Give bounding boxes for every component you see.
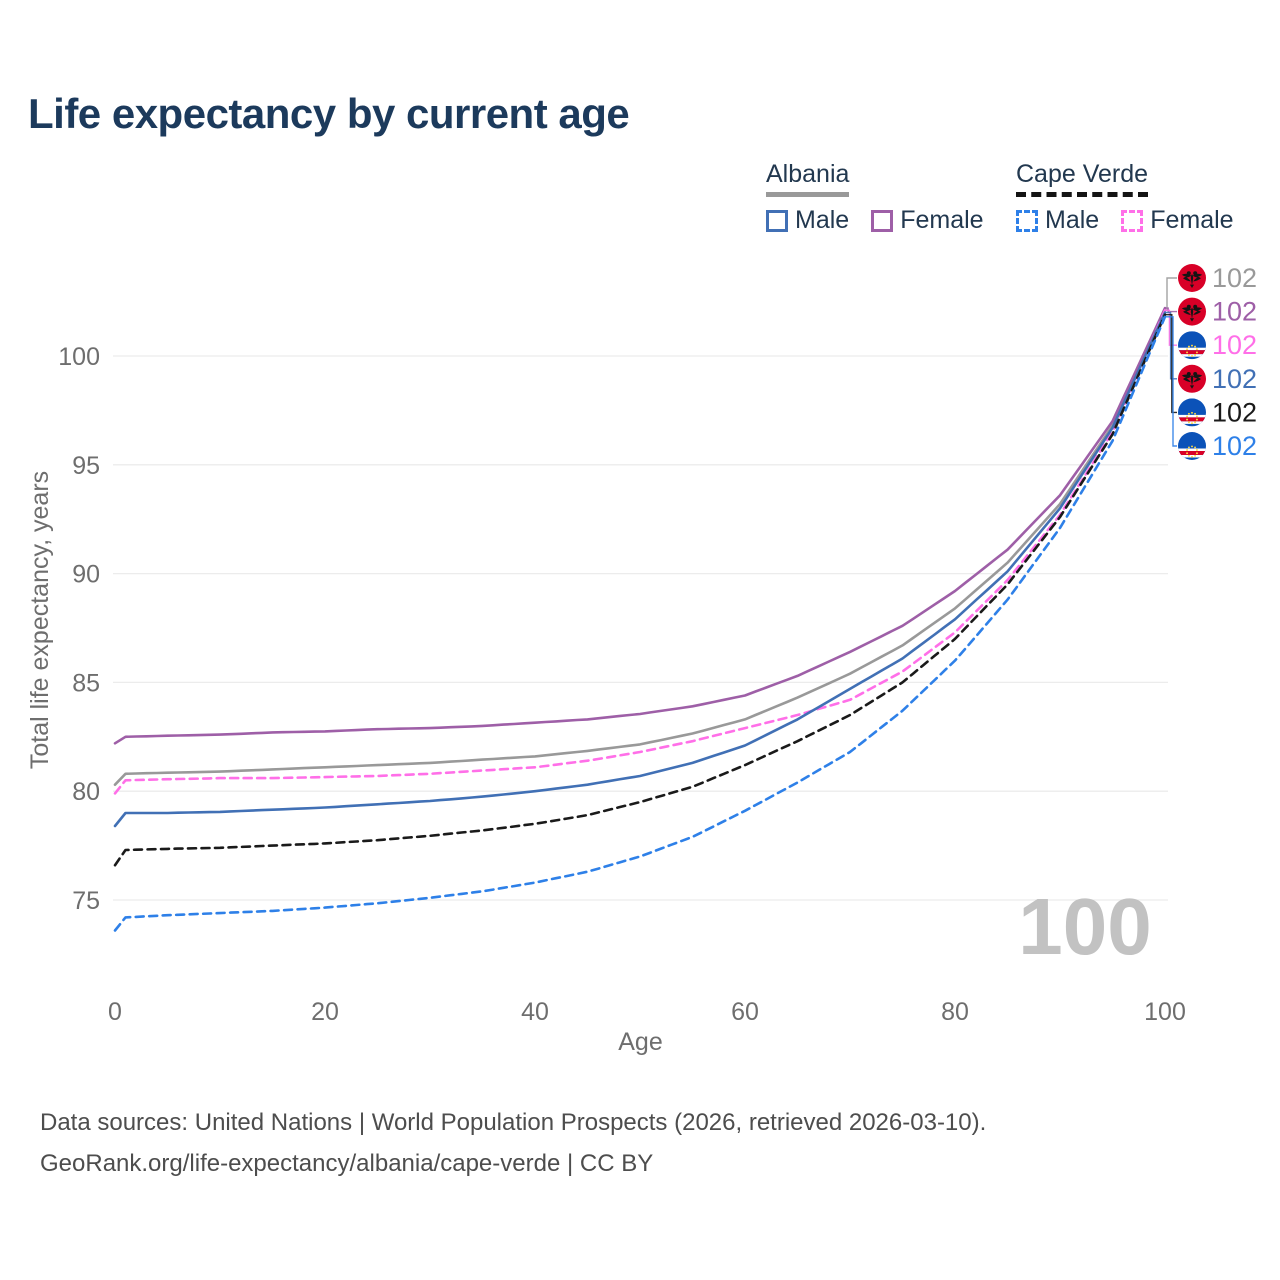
gridlines xyxy=(113,355,1168,901)
legend-country-cape-verde[interactable]: Cape Verde xyxy=(1016,160,1149,197)
end-label-value: 102 xyxy=(1212,431,1257,461)
albania-male-swatch-icon xyxy=(766,209,788,232)
end-label-leader xyxy=(1165,316,1177,447)
svg-text:80: 80 xyxy=(941,998,969,1026)
legend-label-cape-verde-female: Female xyxy=(1150,206,1234,234)
end-label-value: 102 xyxy=(1212,330,1257,360)
legend-label-albania-female: Female xyxy=(900,206,984,234)
legend-group-cape-verde: Cape Verde Male Female xyxy=(1016,160,1234,235)
cape-verde-flag-icon xyxy=(1178,398,1206,427)
footer-sources-line: Data sources: United Nations | World Pop… xyxy=(40,1109,987,1136)
legend-group-albania: Albania Male Female xyxy=(766,160,984,235)
series-line-albania[interactable] xyxy=(113,308,1167,787)
cape-verde-flag-icon xyxy=(1178,432,1206,460)
svg-text:80: 80 xyxy=(72,778,100,806)
series-line-cape-verde-male[interactable] xyxy=(113,315,1167,932)
svg-text:20: 20 xyxy=(311,998,339,1026)
end-label-albania-female[interactable]: 102 xyxy=(1178,297,1257,327)
end-label-cape-verde[interactable]: 102 xyxy=(1178,397,1257,427)
albania-female-swatch-icon xyxy=(871,209,894,232)
legend-item-albania-female[interactable]: Female xyxy=(871,206,984,235)
svg-text:90: 90 xyxy=(72,561,100,589)
svg-text:40: 40 xyxy=(521,998,549,1026)
y-axis-title: Total life expectancy, years xyxy=(26,471,54,769)
end-label-cape-verde-male[interactable]: 102 xyxy=(1178,431,1257,461)
end-label-leader xyxy=(1165,277,1177,311)
x-axis-title: Age xyxy=(618,1028,662,1056)
series-end-labels: 102 102 102 102 xyxy=(1165,263,1257,461)
end-label-value: 102 xyxy=(1212,364,1257,394)
legend-item-cape-verde-male[interactable]: Male xyxy=(1016,206,1099,235)
legend-country-albania[interactable]: Albania xyxy=(766,160,850,197)
footer-attribution-line: GeoRank.org/life-expectancy/albania/cape… xyxy=(40,1150,654,1177)
page-title: Life expectancy by current age xyxy=(28,90,630,137)
svg-text:85: 85 xyxy=(72,669,100,697)
cape-verde-female-swatch-icon xyxy=(1121,209,1144,232)
series-line-albania-male[interactable] xyxy=(113,311,1167,828)
cape-verde-male-swatch-icon xyxy=(1016,209,1038,232)
svg-text:95: 95 xyxy=(72,452,100,480)
albania-flag-icon xyxy=(1178,364,1206,393)
svg-text:100: 100 xyxy=(58,343,100,371)
end-label-albania[interactable]: 102 xyxy=(1178,263,1257,293)
end-label-leader xyxy=(1165,314,1177,414)
svg-text:0: 0 xyxy=(108,998,122,1026)
series-lines xyxy=(113,306,1167,932)
series-line-cape-verde[interactable] xyxy=(113,313,1167,867)
legend-item-albania-male[interactable]: Male xyxy=(766,206,849,235)
legend-label-albania-male: Male xyxy=(795,206,850,234)
albania-flag-icon xyxy=(1178,297,1206,326)
series-line-cape-verde-female[interactable] xyxy=(113,308,1167,795)
end-label-value: 102 xyxy=(1212,263,1257,293)
svg-text:100: 100 xyxy=(1144,998,1186,1026)
end-label-leader xyxy=(1165,311,1177,380)
x-axis-tick-labels: 0 20 40 60 80 100 xyxy=(108,998,1186,1026)
end-label-value: 102 xyxy=(1212,297,1257,327)
end-label-albania-male[interactable]: 102 xyxy=(1178,364,1257,394)
series-line-albania-female[interactable] xyxy=(113,306,1167,745)
svg-text:75: 75 xyxy=(72,887,100,915)
legend-label-cape-verde-male: Male xyxy=(1045,206,1100,234)
end-label-value: 102 xyxy=(1212,397,1257,427)
svg-text:60: 60 xyxy=(731,998,759,1026)
y-axis-tick-labels: 75 80 85 90 95 100 xyxy=(58,343,100,915)
cape-verde-flag-icon xyxy=(1178,331,1206,360)
end-label-cape-verde-female[interactable]: 102 xyxy=(1178,330,1257,360)
age-watermark: 100 xyxy=(1018,882,1151,971)
data-source-footer: Data sources: United Nations | World Pop… xyxy=(40,1102,986,1184)
albania-flag-icon xyxy=(1178,264,1206,292)
legend-item-cape-verde-female[interactable]: Female xyxy=(1121,206,1234,235)
